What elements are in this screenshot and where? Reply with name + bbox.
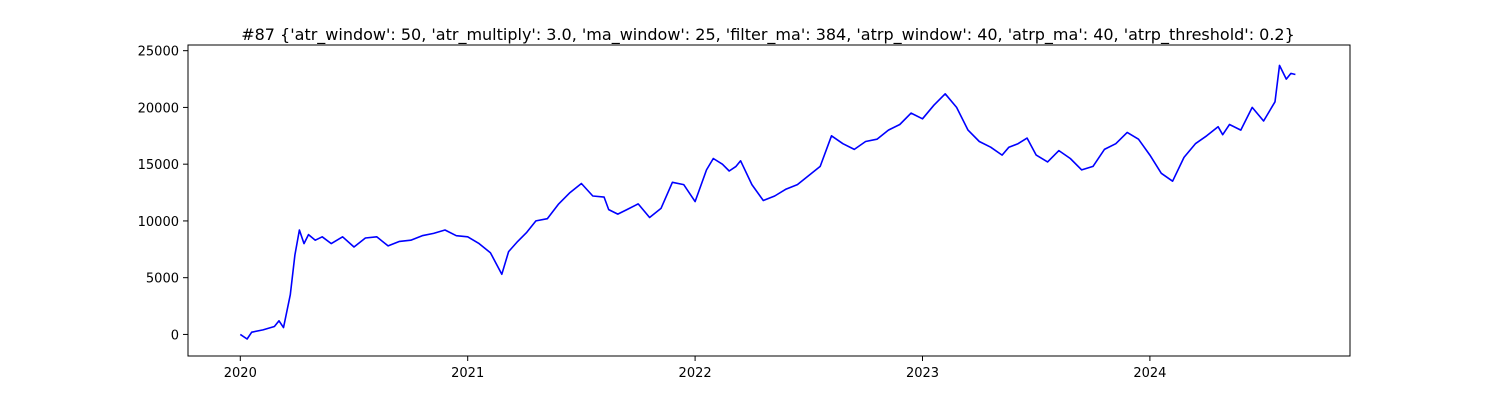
x-tick-label: 2021: [451, 366, 484, 381]
x-tick-label: 2023: [906, 366, 939, 381]
x-tick-label: 2024: [1133, 366, 1166, 381]
y-tick-label: 15000: [138, 158, 179, 173]
x-tick-label: 2020: [224, 366, 257, 381]
chart-title: #87 {'atr_window': 50, 'atr_multiply': 3…: [241, 25, 1295, 45]
y-tick-label: 0: [171, 328, 179, 343]
plot-frame: [187, 44, 1351, 357]
y-tick-label: 5000: [146, 272, 179, 287]
y-tick-label: 10000: [138, 215, 179, 230]
plot-area: [239, 64, 1296, 340]
x-tick-label: 2022: [679, 366, 712, 381]
series-line-0: [239, 64, 1296, 340]
y-tick-label: 20000: [138, 101, 179, 116]
axes: 2020 2021 2022 2023 2024 0 5000 10000 15000 20000…: [138, 44, 1351, 381]
y-tick-label: 25000: [138, 45, 179, 60]
